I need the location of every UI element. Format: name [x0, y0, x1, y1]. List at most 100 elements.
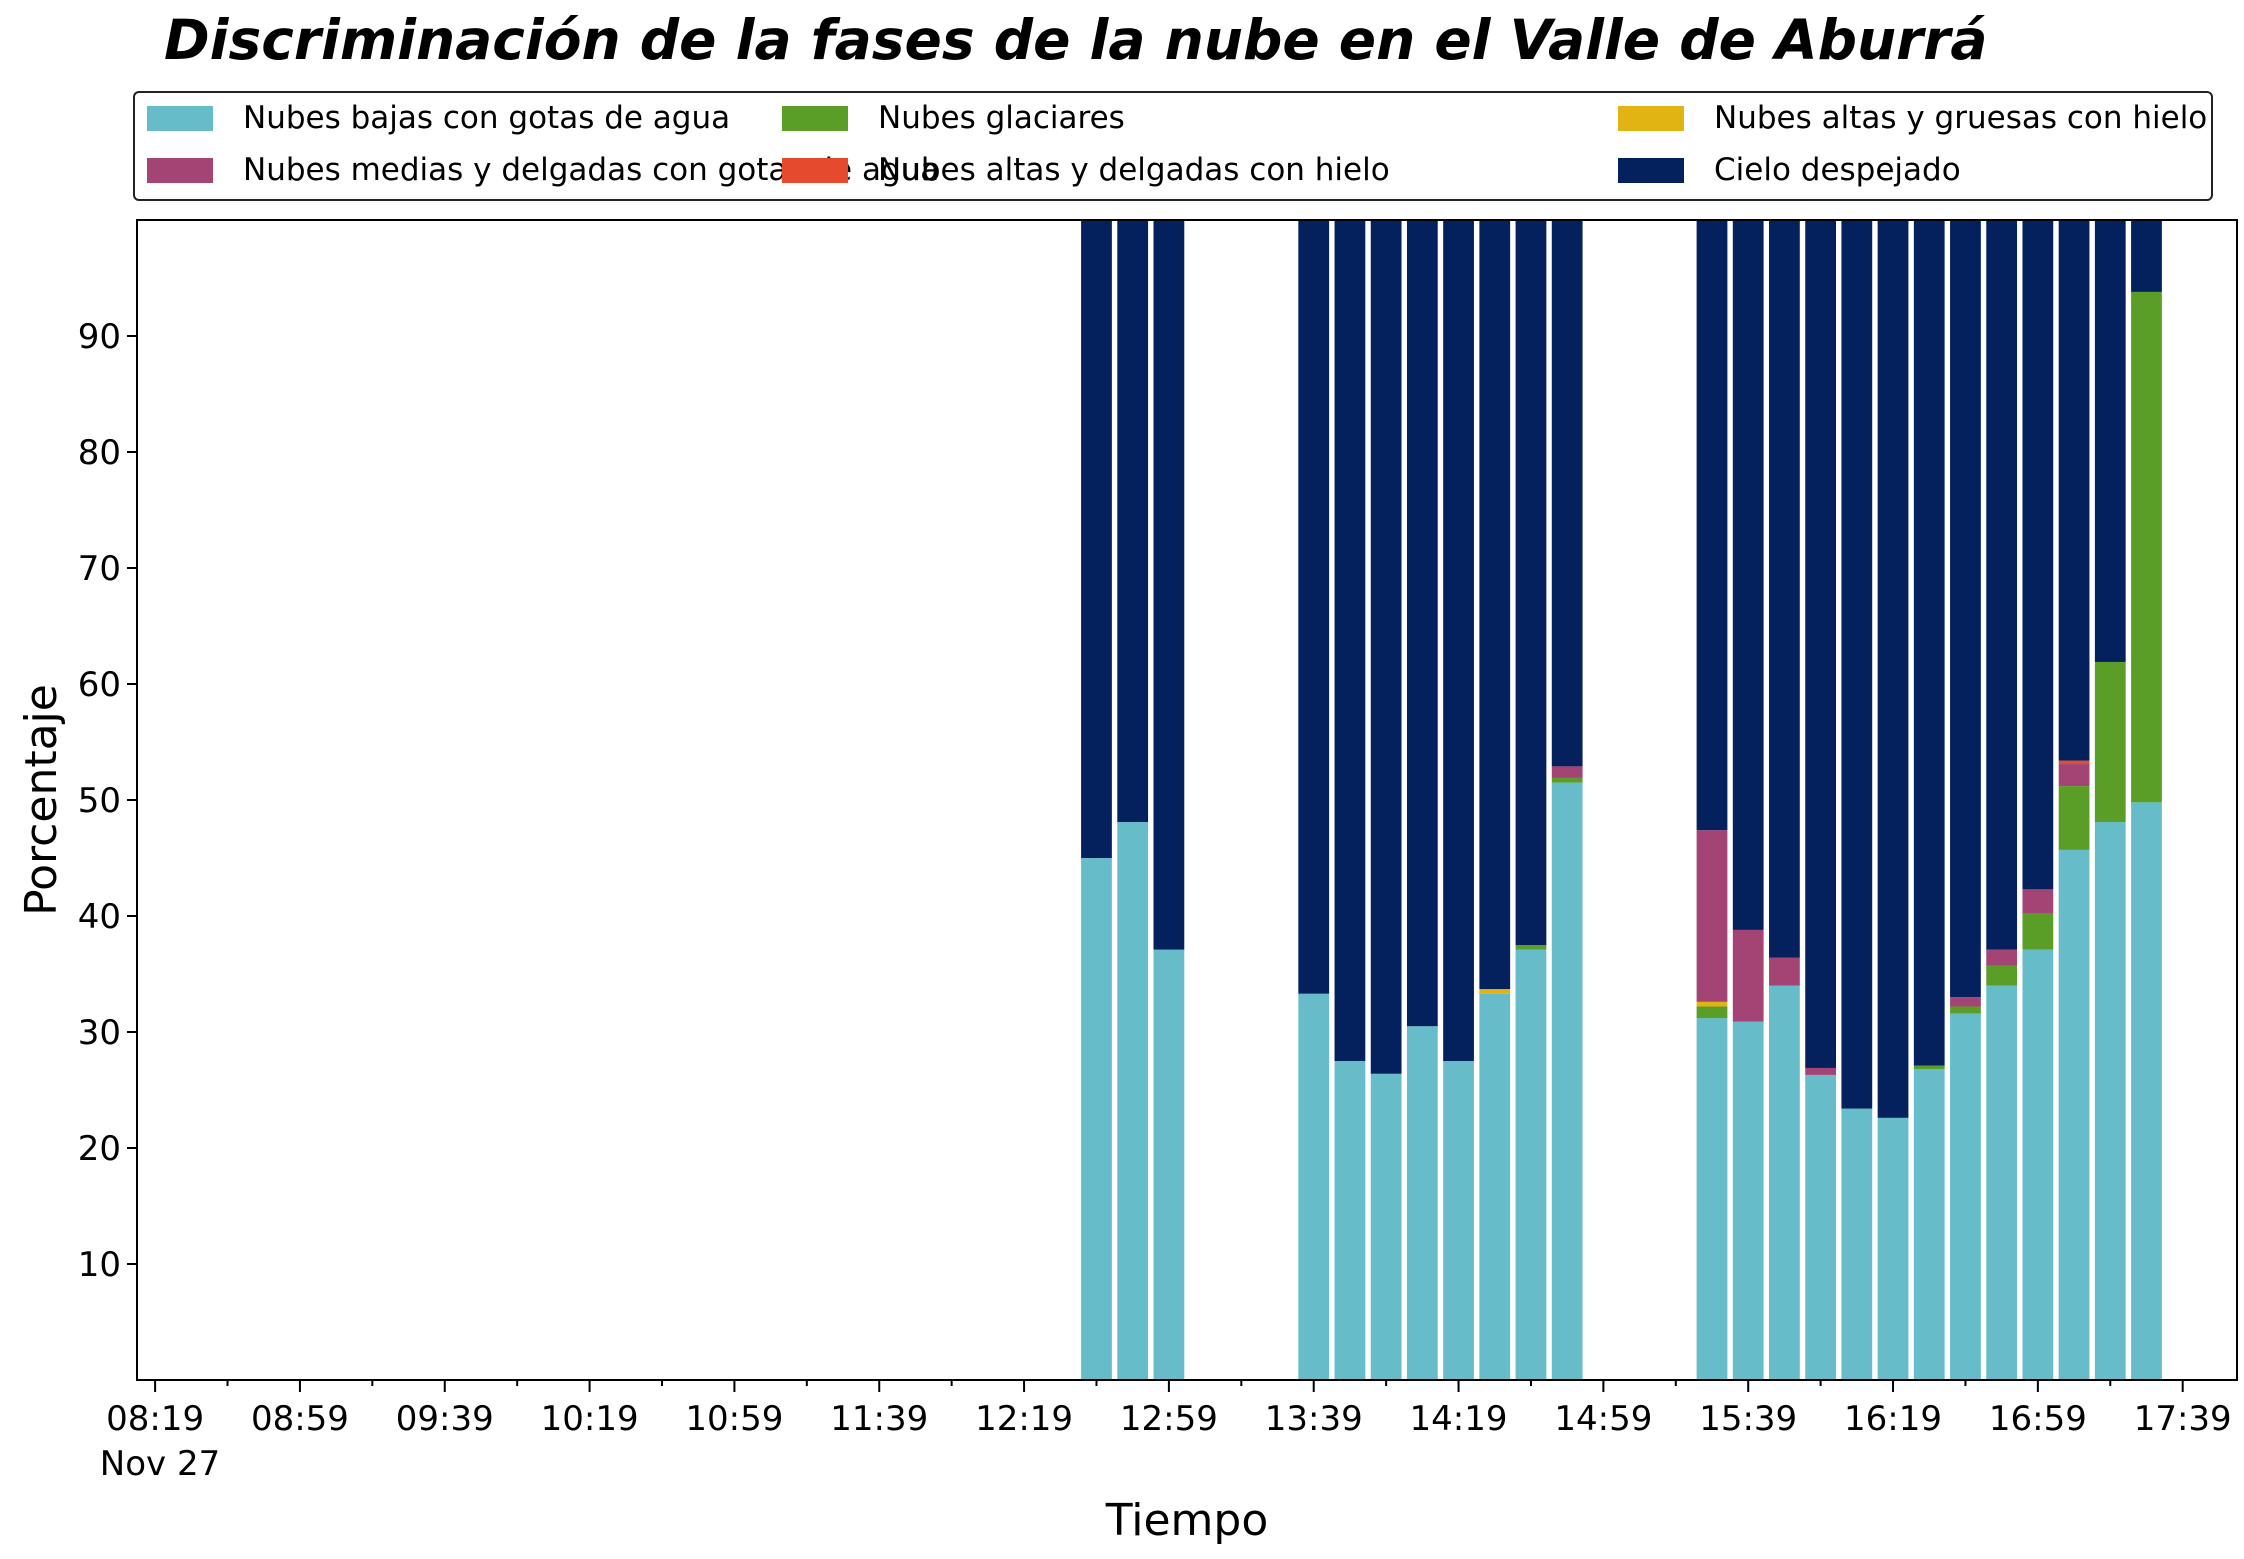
bar-cielo-despejado-1559: [1805, 220, 1837, 1068]
bar-nubes-glaciares-1529: [1696, 1006, 1728, 1019]
bar-nubes-glaciares-1729: [2131, 291, 2162, 803]
bar-cielo-despejado-1339: [1298, 220, 1330, 994]
bar-nubes-bajas-con-gotas-de-agua-1429: [1479, 993, 1511, 1380]
y-axis-label: Porcentaje: [16, 684, 67, 916]
y-tick-label: 80: [78, 433, 121, 473]
bars-layer: [1081, 220, 2162, 1380]
bar-cielo-despejado-1429: [1479, 220, 1511, 990]
x-tick-label: 12:59: [1120, 1399, 1218, 1439]
x-tick-label: 08:19: [106, 1399, 204, 1439]
bar-nubes-medias-y-delgadas-con-gotas-de-agua-1709: [2058, 764, 2090, 787]
bar-nubes-altas-y-gruesas-con-hielo-1429: [1479, 989, 1511, 994]
bar-nubes-bajas-con-gotas-de-agua-1359: [1370, 1073, 1402, 1380]
bar-cielo-despejado-1449: [1551, 220, 1583, 767]
bar-cielo-despejado-1259: [1153, 220, 1185, 950]
bar-nubes-bajas-con-gotas-de-agua-1239: [1081, 858, 1112, 1380]
bar-nubes-glaciares-1629: [1913, 1065, 1945, 1070]
bar-nubes-medias-y-delgadas-con-gotas-de-agua-1559: [1805, 1067, 1837, 1075]
bar-cielo-despejado-1649: [1986, 220, 2018, 950]
x-tick-label: 11:39: [830, 1399, 928, 1439]
bar-nubes-medias-y-delgadas-con-gotas-de-agua-1449: [1551, 766, 1583, 778]
y-tick-label: 60: [78, 665, 121, 705]
chart-legend: Nubes bajas con gotas de agua Nubes glaci…: [133, 91, 2213, 201]
bar-nubes-altas-y-gruesas-con-hielo-1529: [1696, 1001, 1728, 1007]
x-axis: 08:19 08:59 09:39 10:19 10:59 11:39 12:19 12:59…: [106, 1380, 2232, 1439]
x-tick-label: 14:59: [1554, 1399, 1652, 1439]
x-tick-label: 08:59: [251, 1399, 349, 1439]
bar-nubes-bajas-con-gotas-de-agua-1439: [1515, 949, 1547, 1380]
bar-cielo-despejado-1659: [2022, 220, 2054, 890]
bar-nubes-bajas-con-gotas-de-agua-1349: [1334, 1061, 1366, 1380]
bar-nubes-bajas-con-gotas-de-agua-1339: [1298, 993, 1330, 1380]
bar-nubes-medias-y-delgadas-con-gotas-de-agua-1529: [1696, 830, 1728, 1002]
y-tick-label: 10: [78, 1245, 121, 1285]
bar-cielo-despejado-1719: [2094, 220, 2126, 662]
bar-nubes-bajas-con-gotas-de-agua-1659: [2022, 949, 2054, 1380]
legend-item-nubes-altas-y-gruesas-con-hielo: Nubes altas y gruesas con hielo: [1618, 100, 2207, 136]
bar-cielo-despejado-1409: [1406, 220, 1438, 1027]
bar-nubes-bajas-con-gotas-de-agua-1709: [2058, 849, 2090, 1380]
y-tick-label: 30: [78, 1013, 121, 1053]
x-tick-label: 17:39: [2134, 1399, 2232, 1439]
bar-cielo-despejado-1709: [2058, 220, 2090, 761]
bar-cielo-despejado-1359: [1370, 220, 1402, 1074]
legend-item-nubes-altas-y-delgadas-con-hielo: Nubes altas y delgadas con hielo: [782, 152, 1390, 188]
legend-item-cielo-despejado: Cielo despejado: [1618, 152, 1961, 188]
legend-swatch: [782, 157, 848, 183]
bar-nubes-bajas-con-gotas-de-agua-1719: [2094, 822, 2126, 1380]
legend-swatch: [1618, 105, 1684, 131]
bar-nubes-bajas-con-gotas-de-agua-1449: [1551, 782, 1583, 1380]
bar-nubes-bajas-con-gotas-de-agua-1629: [1913, 1069, 1945, 1380]
x-axis-label: Tiempo: [1105, 1495, 1269, 1546]
y-tick-label: 90: [78, 317, 121, 357]
bar-cielo-despejado-1619: [1877, 220, 1909, 1118]
legend-item-nubes-bajas-con-gotas-de-agua: Nubes bajas con gotas de agua: [147, 100, 730, 136]
y-tick-label: 50: [78, 781, 121, 821]
bar-nubes-altas-y-delgadas-con-hielo-1709: [2058, 760, 2090, 765]
bar-cielo-despejado-1639: [1950, 220, 1981, 998]
legend-label: Nubes bajas con gotas de agua: [243, 100, 731, 136]
bar-cielo-despejado-1239: [1081, 220, 1112, 858]
legend-label: Nubes glaciares: [878, 100, 1125, 136]
bar-nubes-medias-y-delgadas-con-gotas-de-agua-1659: [2022, 889, 2054, 914]
bar-nubes-glaciares-1659: [2022, 913, 2054, 950]
legend-item-nubes-glaciares: Nubes glaciares: [782, 100, 1125, 136]
bar-cielo-despejado-1529: [1696, 220, 1728, 831]
legend-swatch: [147, 157, 213, 183]
bar-nubes-bajas-con-gotas-de-agua-1559: [1805, 1074, 1837, 1380]
bar-nubes-bajas-con-gotas-de-agua-1409: [1406, 1026, 1438, 1380]
bar-cielo-despejado-1609: [1841, 220, 1873, 1109]
legend-label: Nubes altas y delgadas con hielo: [878, 152, 1390, 188]
bar-nubes-bajas-con-gotas-de-agua-1249: [1117, 822, 1149, 1380]
bar-cielo-despejado-1629: [1913, 220, 1945, 1066]
bar-cielo-despejado-1419: [1443, 220, 1474, 1061]
bar-nubes-medias-y-delgadas-con-gotas-de-agua-1639: [1950, 997, 1981, 1007]
bar-nubes-bajas-con-gotas-de-agua-1529: [1696, 1018, 1728, 1380]
x-tick-label: 12:19: [975, 1399, 1073, 1439]
x-tick-label: 10:59: [685, 1399, 783, 1439]
bar-nubes-bajas-con-gotas-de-agua-1729: [2131, 802, 2162, 1380]
x-tick-label: 10:19: [541, 1399, 639, 1439]
bar-nubes-bajas-con-gotas-de-agua-1259: [1153, 949, 1185, 1380]
bar-nubes-bajas-con-gotas-de-agua-1609: [1841, 1108, 1873, 1380]
chart-title: Discriminación de la fases de la nube en…: [164, 8, 1988, 72]
bar-cielo-despejado-1549: [1769, 220, 1800, 958]
x-tick-label: 16:19: [1844, 1399, 1942, 1439]
bar-nubes-bajas-con-gotas-de-agua-1549: [1769, 985, 1800, 1380]
bar-cielo-despejado-1729: [2131, 220, 2162, 292]
bar-nubes-bajas-con-gotas-de-agua-1539: [1732, 1021, 1764, 1380]
bar-nubes-medias-y-delgadas-con-gotas-de-agua-1649: [1986, 949, 2018, 966]
legend-swatch: [782, 105, 848, 131]
legend-label: Nubes altas y gruesas con hielo: [1714, 100, 2208, 136]
y-axis: 10 20 30 40 50 60 70 80 90: [78, 317, 137, 1285]
legend-swatch: [1618, 157, 1684, 183]
bar-nubes-medias-y-delgadas-con-gotas-de-agua-1549: [1769, 957, 1800, 986]
y-tick-label: 20: [78, 1129, 121, 1169]
x-date-label: Nov 27: [100, 1444, 220, 1484]
bar-nubes-glaciares-1709: [2058, 786, 2090, 850]
bar-nubes-glaciares-1649: [1986, 965, 2018, 986]
y-tick-label: 70: [78, 549, 121, 589]
bar-nubes-glaciares-1449: [1551, 777, 1583, 783]
bar-nubes-glaciares-1719: [2094, 661, 2126, 823]
